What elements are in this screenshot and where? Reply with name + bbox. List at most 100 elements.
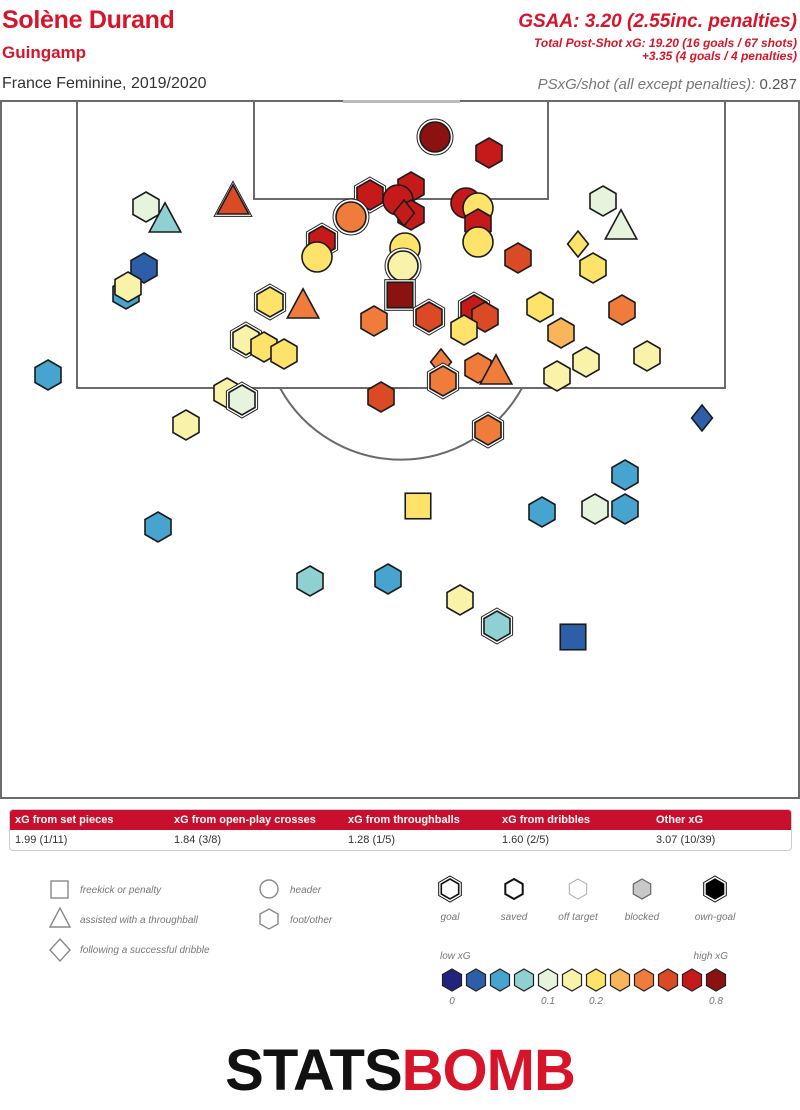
psxg-per-shot-label: PSxG/shot (all except penalties):: [537, 76, 756, 93]
legend-off-target-icon: [568, 878, 588, 900]
shot-marker-hexagon-goal: [412, 298, 446, 336]
legend: freekick or penalty assisted with a thro…: [48, 875, 736, 1007]
shot-marker-diamond-saved: [566, 229, 590, 259]
legend-xg-scale: [441, 968, 727, 992]
legend-tick-0: 0: [449, 996, 455, 1007]
shot-marker-circle-saved: [462, 226, 494, 258]
psxg-total-line1: Total Post-Shot xG: 19.20 (16 goals / 67…: [534, 36, 797, 50]
xg-breakdown-table: xG from set pieces xG from open-play cro…: [9, 809, 792, 851]
legend-xg-swatch-4: [537, 968, 559, 992]
shot-marker-hexagon-goal: [471, 411, 505, 449]
shot-marker-hexagon-saved: [589, 185, 617, 217]
shot-marker-hexagon-saved: [446, 584, 474, 616]
shot-marker-hexagon-saved: [114, 271, 142, 303]
legend-xg-swatch-5: [561, 968, 583, 992]
legend-xg-swatch-6: [585, 968, 607, 992]
legend-tick-0-8: 0.8: [709, 996, 723, 1007]
shot-marker-hexagon-saved: [608, 294, 636, 326]
shot-marker-hexagon-saved: [526, 291, 554, 323]
team-name: Guingamp: [2, 43, 87, 62]
legend-goal-icon: [438, 875, 462, 903]
statsbomb-logo: STATSBOMB: [225, 1038, 576, 1100]
shot-marker-square-saved: [404, 492, 432, 520]
shot-marker-hexagon-saved: [572, 346, 600, 378]
season-label: France Feminine, 2019/2020: [2, 75, 207, 92]
shot-marker-hexagon-saved: [528, 496, 556, 528]
shot-marker-hexagon-saved: [34, 359, 62, 391]
shot-marker-hexagon-saved: [579, 252, 607, 284]
logo-bomb-text: BOMB: [402, 1038, 575, 1100]
legend-outcome-saved: saved: [501, 912, 528, 923]
legend-circle-icon: [259, 879, 279, 899]
legend-outcome-blocked: blocked: [625, 912, 660, 923]
shot-marker-hexagon-saved: [581, 493, 609, 525]
shot-marker-hexagon-saved: [144, 511, 172, 543]
shot-marker-hexagon-saved: [611, 459, 639, 491]
shot-marker-hexagon-saved: [471, 301, 499, 333]
logo-stats-text: STATS: [225, 1038, 402, 1100]
legend-xg-swatch-3: [513, 968, 535, 992]
legend-xg-swatch-9: [657, 968, 679, 992]
legend-foot-label: foot/other: [290, 915, 333, 926]
shot-marker-hexagon-goal: [426, 362, 460, 400]
shot-map: [0, 100, 800, 799]
shots-layer: [34, 118, 714, 651]
legend-saved-icon: [504, 877, 524, 901]
xg-table-header: xG from set pieces xG from open-play cro…: [10, 810, 791, 830]
psxg-total: Total Post-Shot xG: 19.20 (16 goals / 67…: [534, 37, 797, 63]
psxg-total-line2: +3.35 (4 goals / 4 penalties): [641, 49, 797, 63]
shot-marker-hexagon-saved: [611, 493, 639, 525]
legend-throughball-label: assisted with a throughball: [80, 915, 199, 926]
shot-marker-triangle-saved: [603, 208, 639, 240]
legend-outcome-own-goal: own-goal: [695, 912, 736, 923]
legend-xg-swatch-7: [609, 968, 631, 992]
xg-value-crosses: 1.84 (3/8): [174, 834, 222, 846]
legend-blocked-icon: [632, 878, 652, 900]
shot-marker-triangle-saved: [285, 287, 321, 319]
xg-header-set-pieces: xG from set pieces: [15, 814, 114, 826]
shot-marker-hexagon-saved: [130, 252, 158, 284]
shot-marker-hexagon-saved: [633, 340, 661, 372]
legend-diamond-icon: [49, 937, 71, 963]
shot-marker-hexagon-saved: [475, 137, 503, 169]
legend-outcome-icons: [438, 875, 727, 903]
player-name: Solène Durand: [2, 6, 175, 34]
xg-header-dribbles: xG from dribbles: [502, 814, 591, 826]
shot-marker-circle-goal: [332, 198, 370, 236]
shot-marker-circle-saved: [301, 241, 333, 273]
legend-tick-0-1: 0.1: [541, 996, 555, 1007]
legend-square-icon: [50, 880, 69, 899]
legend-xg-swatch-1: [465, 968, 487, 992]
shot-marker-triangle-goal: [213, 180, 253, 217]
shot-marker-hexagon-saved: [367, 381, 395, 413]
shot-marker-circle-goal: [384, 247, 422, 285]
legend-dribble-label: following a successful dribble: [80, 945, 210, 956]
xg-header-throughballs: xG from throughballs: [348, 814, 460, 826]
shot-marker-hexagon-saved: [374, 563, 402, 595]
shot-marker-hexagon-saved: [450, 314, 478, 346]
shot-marker-hexagon-saved: [296, 565, 324, 597]
shot-marker-hexagon-saved: [172, 409, 200, 441]
shot-marker-hexagon-saved: [270, 338, 298, 370]
legend-header-label: header: [290, 885, 322, 896]
shot-marker-hexagon-saved: [504, 242, 532, 274]
psxg-per-shot-value: 0.287: [759, 76, 797, 93]
shot-marker-hexagon-saved: [547, 317, 575, 349]
xg-value-set-pieces: 1.99 (1/11): [15, 834, 68, 846]
shot-marker-diamond-saved: [392, 198, 416, 228]
xg-header-other: Other xG: [656, 814, 704, 826]
svg-text:STATSBOMB: STATSBOMB: [225, 1038, 575, 1100]
shot-marker-square-goal: [384, 279, 416, 311]
shot-marker-hexagon-goal: [225, 381, 259, 419]
legend-high-xg: high xG: [694, 951, 729, 962]
shot-marker-hexagon-saved: [132, 191, 160, 223]
legend-xg-swatch-11: [705, 968, 727, 992]
legend-xg-swatch-0: [441, 968, 463, 992]
xg-header-crosses: xG from open-play crosses: [174, 814, 316, 826]
shot-marker-square-saved: [559, 623, 587, 651]
legend-xg-swatch-8: [633, 968, 655, 992]
xg-value-dribbles: 1.60 (2/5): [502, 834, 550, 846]
legend-own-goal-icon: [703, 875, 727, 903]
psxg-per-shot: PSxG/shot (all except penalties): 0.287: [538, 76, 797, 93]
legend-freekick-label: freekick or penalty: [80, 885, 162, 896]
